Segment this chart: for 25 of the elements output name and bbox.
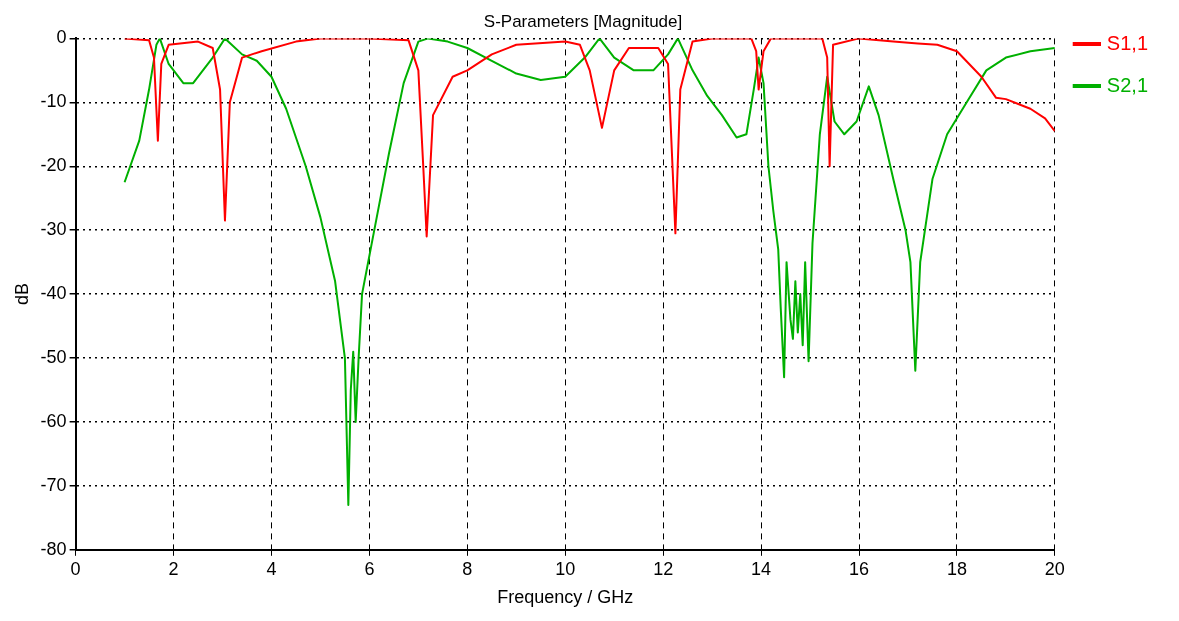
x-tick-label: 18: [946, 558, 967, 579]
y-tick-label: -50: [40, 346, 67, 367]
y-tick-label: -40: [40, 283, 67, 304]
legend-label: S2,1: [1106, 73, 1149, 96]
x-tick-label: 6: [364, 558, 375, 579]
x-tick-label: 14: [751, 558, 772, 579]
x-tick-label: 4: [266, 558, 277, 579]
x-tick-label: 8: [462, 558, 473, 579]
y-tick-label: 0: [56, 27, 67, 48]
x-tick-label: 16: [848, 558, 870, 579]
y-tick-label: -80: [40, 538, 67, 559]
x-tick-label: 12: [653, 558, 674, 579]
y-tick-label: -20: [40, 155, 67, 176]
y-tick-label: -60: [40, 410, 67, 431]
legend-label: S1,1: [1106, 31, 1149, 54]
y-axis-title: dB: [11, 283, 32, 306]
x-tick-label: 0: [70, 558, 81, 579]
y-tick-label: -10: [40, 91, 67, 112]
y-tick-label: -30: [40, 219, 67, 240]
x-tick-label: 20: [1044, 558, 1065, 579]
chart-title: S-Parameters [Magnitude]: [483, 11, 683, 31]
x-tick-label: 10: [555, 558, 576, 579]
x-axis-title: Frequency / GHz: [497, 587, 634, 608]
y-tick-label: -70: [40, 474, 67, 495]
x-tick-label: 2: [168, 558, 179, 579]
